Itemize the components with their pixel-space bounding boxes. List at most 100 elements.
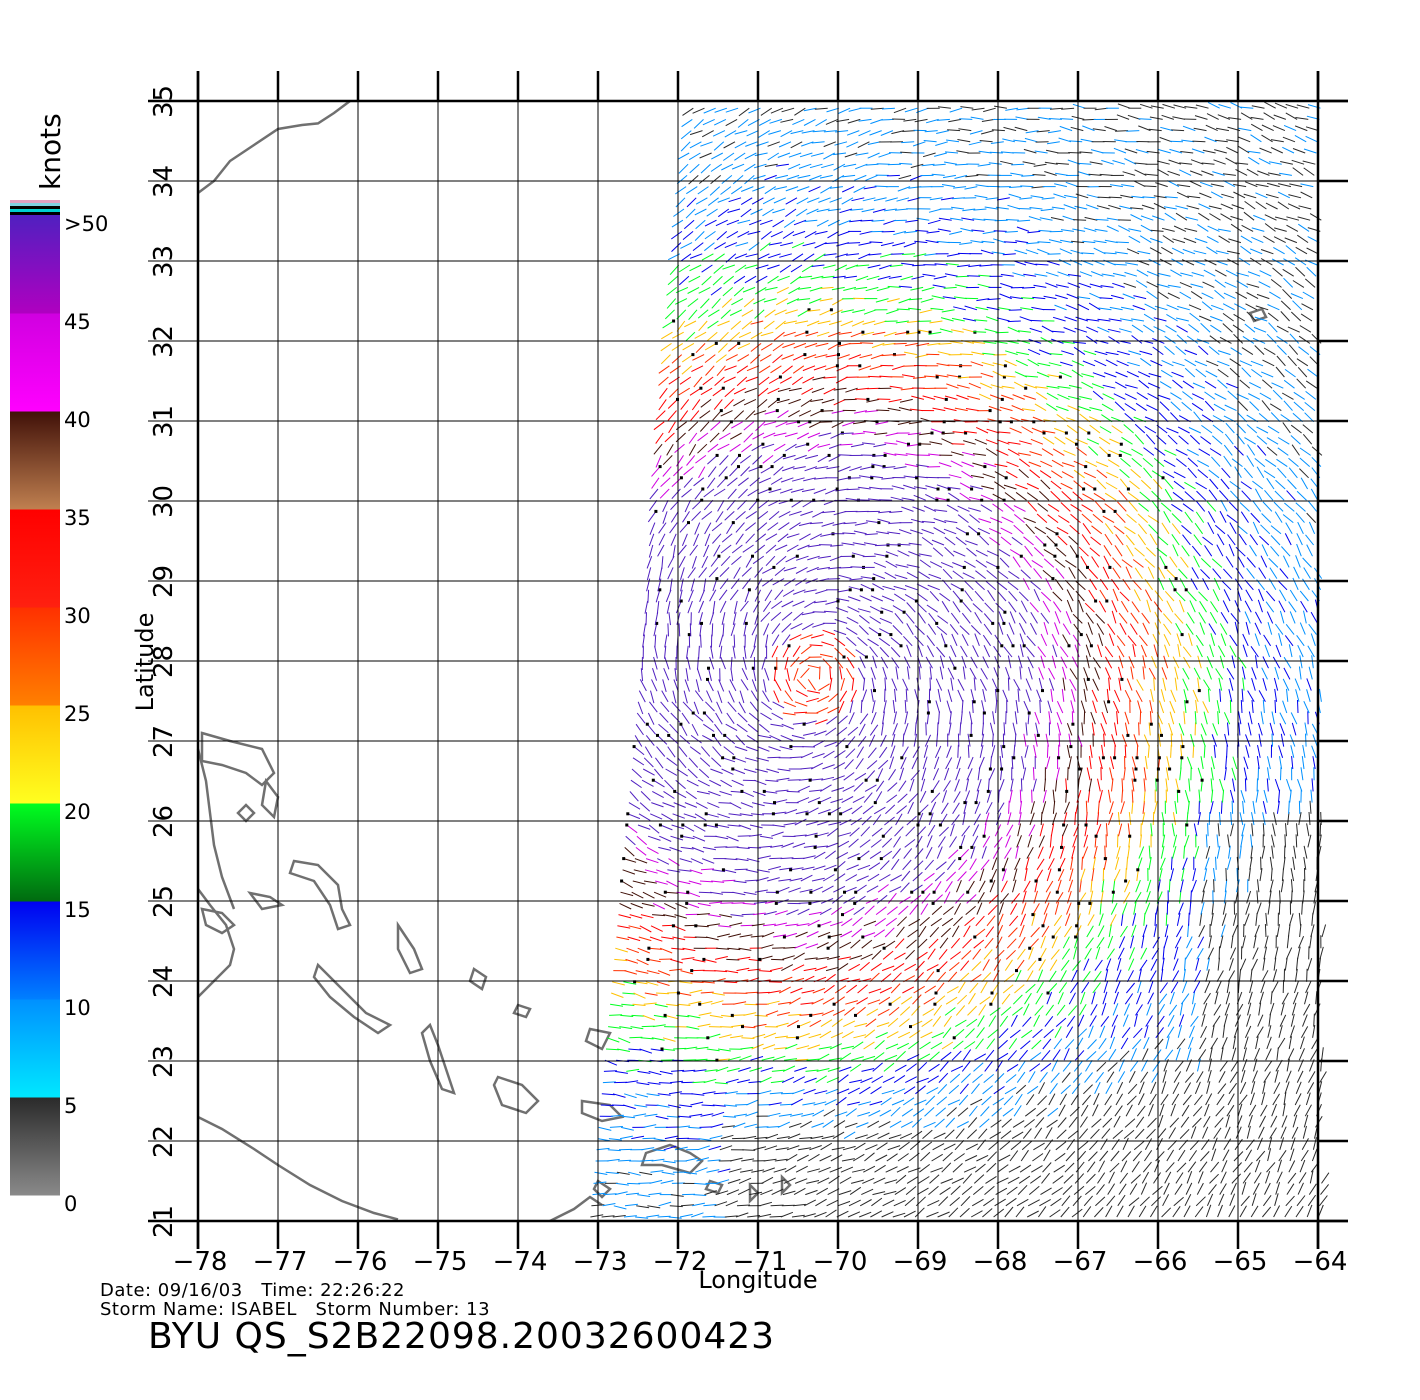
wind-vector <box>1112 879 1116 893</box>
wind-vector <box>1182 667 1190 680</box>
wind-vector <box>763 679 767 693</box>
rain-flag-marker <box>1060 845 1063 849</box>
wind-vector <box>728 933 742 938</box>
wind-vector <box>989 722 994 736</box>
wind-vector <box>1104 656 1113 669</box>
wind-vector <box>882 711 885 725</box>
wind-vector <box>935 982 945 994</box>
wind-vector <box>1186 811 1189 826</box>
wind-vector <box>807 432 821 439</box>
wind-vector <box>1125 1104 1133 1117</box>
wind-vector <box>768 866 781 871</box>
wind-vector <box>842 907 855 916</box>
wind-vector <box>974 612 982 624</box>
wind-vector <box>806 566 819 573</box>
rain-flag-marker <box>931 901 935 905</box>
wind-vector <box>1246 890 1252 904</box>
wind-vector <box>884 677 887 691</box>
wind-vector <box>1141 612 1150 624</box>
wind-vector <box>821 885 834 893</box>
wind-vector <box>737 1079 751 1084</box>
wind-vector <box>1308 623 1317 635</box>
wind-vector <box>920 903 929 915</box>
wind-vector <box>654 612 659 625</box>
wind-vector <box>1030 1052 1042 1061</box>
rain-flag-marker <box>915 476 919 480</box>
wind-vector <box>912 994 922 1005</box>
rain-flag-marker <box>633 980 637 984</box>
wind-vector <box>621 880 633 889</box>
wind-vector <box>1209 611 1218 624</box>
wind-vector <box>712 746 722 757</box>
wind-vector <box>893 466 907 470</box>
wind-vector <box>670 958 683 964</box>
wind-vector <box>1224 879 1228 893</box>
wind-vector <box>691 1212 704 1218</box>
wind-vector <box>973 939 985 949</box>
wind-vector <box>1095 501 1105 512</box>
wind-vector <box>1162 471 1175 479</box>
wind-vector <box>1077 568 1087 579</box>
wind-vector <box>1033 568 1043 579</box>
wind-vector <box>794 818 807 826</box>
rain-flag-marker <box>1094 834 1098 838</box>
wind-vector <box>1256 435 1268 445</box>
wind-vector <box>1170 856 1173 870</box>
rain-flag-marker <box>1078 767 1082 771</box>
wind-vector <box>847 1087 861 1095</box>
wind-vector <box>1107 1062 1118 1072</box>
wind-vector <box>625 1080 639 1084</box>
wind-vector <box>1119 478 1129 490</box>
wind-vector <box>879 617 893 624</box>
wind-vector <box>1099 1150 1109 1162</box>
wind-vector <box>726 477 738 487</box>
wind-vector <box>1243 1036 1249 1050</box>
wind-vector <box>944 395 958 400</box>
wind-vector <box>646 556 653 569</box>
wind-vector <box>1271 733 1273 747</box>
wind-vector <box>1244 437 1256 445</box>
wind-vector <box>622 1115 636 1119</box>
wind-vector <box>966 1018 978 1028</box>
wind-vector <box>1198 611 1206 624</box>
wind-vector <box>1145 547 1157 557</box>
wind-vector <box>889 510 903 513</box>
rain-flag-marker <box>1028 946 1032 950</box>
wind-vector <box>1165 912 1168 926</box>
wind-vector <box>703 846 716 851</box>
wind-vector <box>773 1047 787 1050</box>
wind-vector <box>922 1129 933 1139</box>
wind-vector <box>654 1003 668 1008</box>
wind-vector <box>1044 1015 1054 1027</box>
wind-vector <box>994 481 1006 490</box>
wind-vector <box>1222 789 1225 803</box>
wind-vector <box>1262 677 1267 691</box>
wind-vector <box>830 544 844 547</box>
wind-vector <box>901 870 911 882</box>
wind-vector <box>1034 526 1047 535</box>
wind-vector <box>1257 1014 1264 1027</box>
wind-vector <box>1318 834 1322 848</box>
wind-vector <box>632 1003 646 1006</box>
wind-vector <box>1286 490 1296 501</box>
wind-vector <box>1027 501 1038 512</box>
wind-vector <box>652 1024 666 1028</box>
wind-vector <box>1144 1138 1153 1151</box>
wind-vector <box>1041 448 1054 456</box>
rain-flag-marker <box>1034 879 1038 883</box>
wind-vector <box>1259 868 1263 882</box>
wind-vector <box>602 1203 616 1207</box>
rain-flag-marker <box>724 476 728 480</box>
rain-flag-marker <box>880 610 884 614</box>
wind-vector <box>797 1033 810 1039</box>
wind-vector <box>913 733 918 747</box>
wind-vector <box>1035 1117 1045 1128</box>
wind-vector <box>789 756 803 759</box>
wind-vector <box>671 477 682 487</box>
rain-flag-marker <box>952 1036 956 1040</box>
wind-vector <box>859 961 870 971</box>
wind-vector <box>918 553 932 557</box>
wind-vector <box>749 701 759 713</box>
wind-vector <box>929 666 932 680</box>
wind-vector <box>1127 845 1130 859</box>
